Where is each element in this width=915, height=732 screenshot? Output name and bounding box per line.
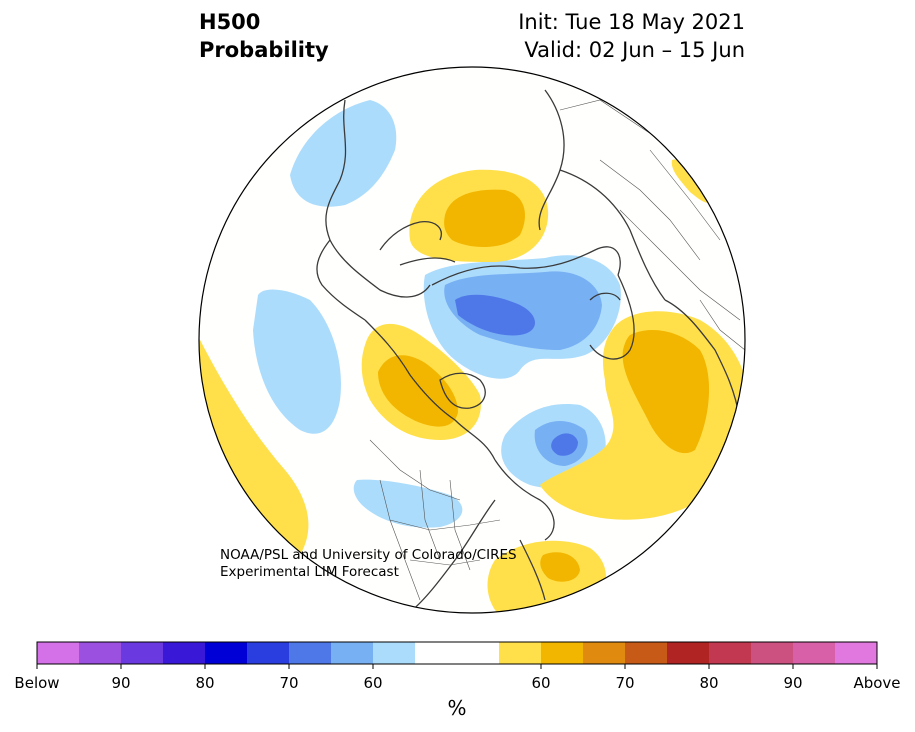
below-region-atlantic-core <box>551 433 578 456</box>
coastlines <box>316 89 741 613</box>
colorbar-swatch <box>79 642 122 664</box>
polar-probability-map <box>198 66 746 614</box>
colorbar-tick-label: Above <box>853 674 901 692</box>
colorbar-tick-label: 90 <box>111 674 131 692</box>
above-region-northeast <box>671 159 711 203</box>
colorbar-swatch <box>163 642 206 664</box>
colorbar <box>36 641 878 669</box>
political-borders <box>369 99 745 601</box>
map-title: H500 Probability <box>199 8 329 64</box>
credit-line-1: NOAA/PSL and University of Colorado/CIRE… <box>220 547 517 563</box>
colorbar-unit: % <box>447 696 467 720</box>
title-type: Probability <box>199 38 329 62</box>
colorbar-swatch <box>499 642 542 664</box>
colorbar-border <box>36 641 878 665</box>
colorbar-swatch <box>37 642 80 664</box>
above-region-canada-core <box>378 355 458 427</box>
colorbar-swatch <box>205 642 248 664</box>
colorbar-tick-label: 80 <box>699 674 719 692</box>
colorbar-swatch <box>751 642 794 664</box>
valid-range: Valid: 02 Jun – 15 Jun <box>524 38 745 62</box>
colorbar-swatch <box>247 642 290 664</box>
colorbar-swatch <box>667 642 710 664</box>
colorbar-swatch <box>793 642 836 664</box>
colorbar-tick-label: 60 <box>531 674 551 692</box>
credit-line-2: Experimental LIM Forecast <box>220 564 399 580</box>
above-region-southatlantic-core <box>540 552 580 582</box>
colorbar-tick-label: 90 <box>783 674 803 692</box>
colorbar-swatch <box>331 642 374 664</box>
forecast-dates: Init: Tue 18 May 2021 Valid: 02 Jun – 15… <box>518 8 745 64</box>
colorbar-tick-label: 70 <box>279 674 299 692</box>
colorbar-tick-label: 60 <box>363 674 383 692</box>
above-region-siberia-core <box>444 189 525 247</box>
colorbar-swatch <box>289 642 332 664</box>
colorbar-swatch <box>373 642 416 664</box>
init-date: Init: Tue 18 May 2021 <box>518 10 745 34</box>
colorbar-tick-label: 80 <box>195 674 215 692</box>
below-region-arctic-core <box>455 294 535 336</box>
colorbar-tick-label: 70 <box>615 674 635 692</box>
colorbar-swatch <box>121 642 164 664</box>
colorbar-swatch <box>457 642 500 664</box>
above-region-europe-core <box>622 330 710 454</box>
probability-contours <box>199 89 745 613</box>
above-region-southwest <box>199 330 309 556</box>
credit-text: NOAA/PSL and University of Colorado/CIRE… <box>220 547 517 581</box>
below-region-northpacific <box>290 100 397 207</box>
colorbar-swatch <box>415 642 458 664</box>
map-boundary <box>198 66 746 614</box>
colorbar-swatch <box>625 642 668 664</box>
colorbar-swatch <box>583 642 626 664</box>
colorbar-swatch <box>541 642 584 664</box>
below-region-pacific-west <box>253 289 341 434</box>
colorbar-swatch <box>835 642 878 664</box>
colorbar-swatch <box>709 642 752 664</box>
colorbar-tick-label: Below <box>14 674 60 692</box>
title-variable: H500 <box>199 10 261 34</box>
